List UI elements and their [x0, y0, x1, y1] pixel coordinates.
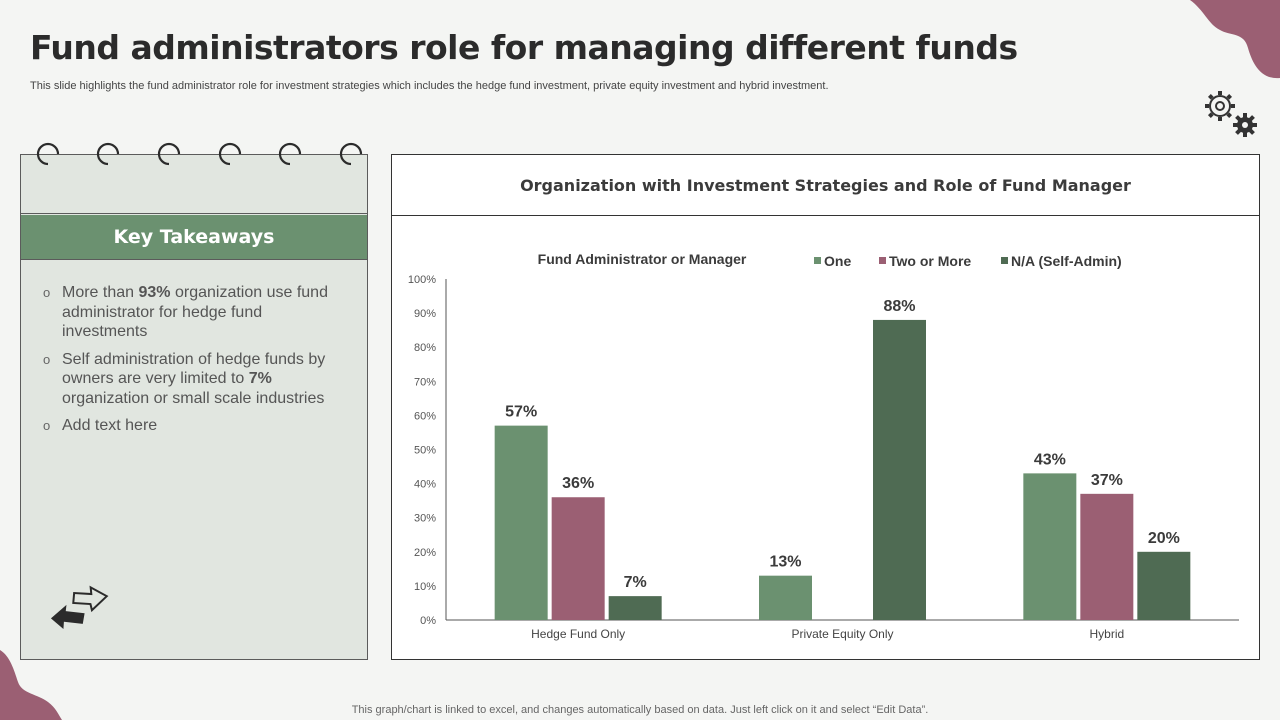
page-title: Fund administrators role for managing di… [30, 28, 1018, 67]
bar-chart: Fund Administrator or Manager One Two or M… [408, 251, 1239, 641]
bar [759, 575, 812, 620]
key-takeaways-list: o More than 93% organization use fund adm… [43, 283, 343, 444]
data-label: 7% [624, 574, 647, 591]
takeaway-text: organization use fund administrator for … [62, 284, 328, 340]
bullet-icon: o [43, 418, 51, 433]
chart-panel-header: Organization with Investment Strategies … [392, 155, 1259, 216]
y-tick-label: 80% [414, 342, 436, 354]
data-label: 57% [505, 404, 537, 421]
legend-label: Two or More [889, 253, 971, 269]
bar [551, 497, 605, 620]
bullet-icon: o [43, 285, 51, 300]
data-label: 13% [769, 554, 801, 571]
y-tick-label: 20% [414, 547, 436, 559]
key-takeaways-header: Key Takeaways [21, 215, 367, 260]
chart-title: Fund Administrator or Manager [538, 251, 747, 267]
x-tick-label: Hybrid [1089, 627, 1124, 641]
list-item: o Add text here [43, 416, 343, 436]
corner-decoration-bottom-left [0, 650, 62, 720]
chart-panel-heading: Organization with Investment Strategies … [520, 175, 1131, 195]
takeaway-text: Self administration of hedge funds by ow… [62, 350, 326, 388]
legend-swatch [814, 257, 821, 264]
chart-panel: Organization with Investment Strategies … [391, 154, 1260, 660]
footer-note: This graph/chart is linked to excel, and… [351, 704, 929, 716]
bar [873, 319, 926, 620]
takeaway-text: More than [62, 284, 139, 301]
y-tick-label: 70% [414, 376, 436, 388]
data-label: 88% [883, 298, 915, 315]
y-tick-label: 40% [414, 479, 436, 491]
bullet-icon: o [43, 351, 51, 367]
y-tick-label: 60% [414, 410, 436, 422]
y-tick-label: 10% [414, 581, 436, 593]
x-tick-label: Private Equity Only [791, 627, 893, 641]
data-label: 43% [1034, 451, 1066, 468]
y-tick-label: 30% [414, 513, 436, 525]
page-subtitle: This slide highlights the fund administr… [30, 80, 829, 92]
key-takeaways-panel: Key Takeaways o More than 93% organizatio… [20, 154, 368, 660]
list-item: o More than 93% organization use fund adm… [43, 283, 343, 342]
data-label: 20% [1148, 530, 1180, 547]
notepad-divider [21, 213, 367, 214]
takeaway-highlight: 7% [248, 370, 272, 387]
takeaway-text: Add text here [62, 417, 158, 434]
key-takeaways-title: Key Takeaways [113, 226, 275, 248]
data-label: 37% [1091, 472, 1123, 489]
y-tick-label: 50% [414, 445, 436, 457]
y-tick-label: 0% [420, 615, 436, 627]
takeaway-highlight: 93% [138, 284, 171, 301]
list-item: o Self administration of hedge funds by o… [43, 350, 343, 409]
x-tick-label: Hedge Fund Only [531, 627, 625, 641]
y-tick-label: 100% [408, 274, 436, 286]
gears-icon [1205, 91, 1257, 137]
y-tick-label: 90% [414, 308, 436, 320]
bar [1023, 473, 1077, 620]
bar [1080, 493, 1134, 620]
notepad-rings [36, 142, 363, 166]
legend-label: N/A (Self-Admin) [1011, 253, 1122, 269]
corner-decoration-top-right [1190, 0, 1280, 79]
bar [1137, 551, 1191, 620]
bar [494, 425, 548, 620]
bar [608, 596, 662, 620]
takeaway-text: organization or small scale industries [62, 389, 325, 407]
data-label: 36% [562, 475, 594, 492]
legend-label: One [824, 253, 851, 269]
legend-swatch [1001, 257, 1008, 264]
cursor-arrows-icon [50, 585, 109, 630]
legend-swatch [879, 257, 886, 264]
